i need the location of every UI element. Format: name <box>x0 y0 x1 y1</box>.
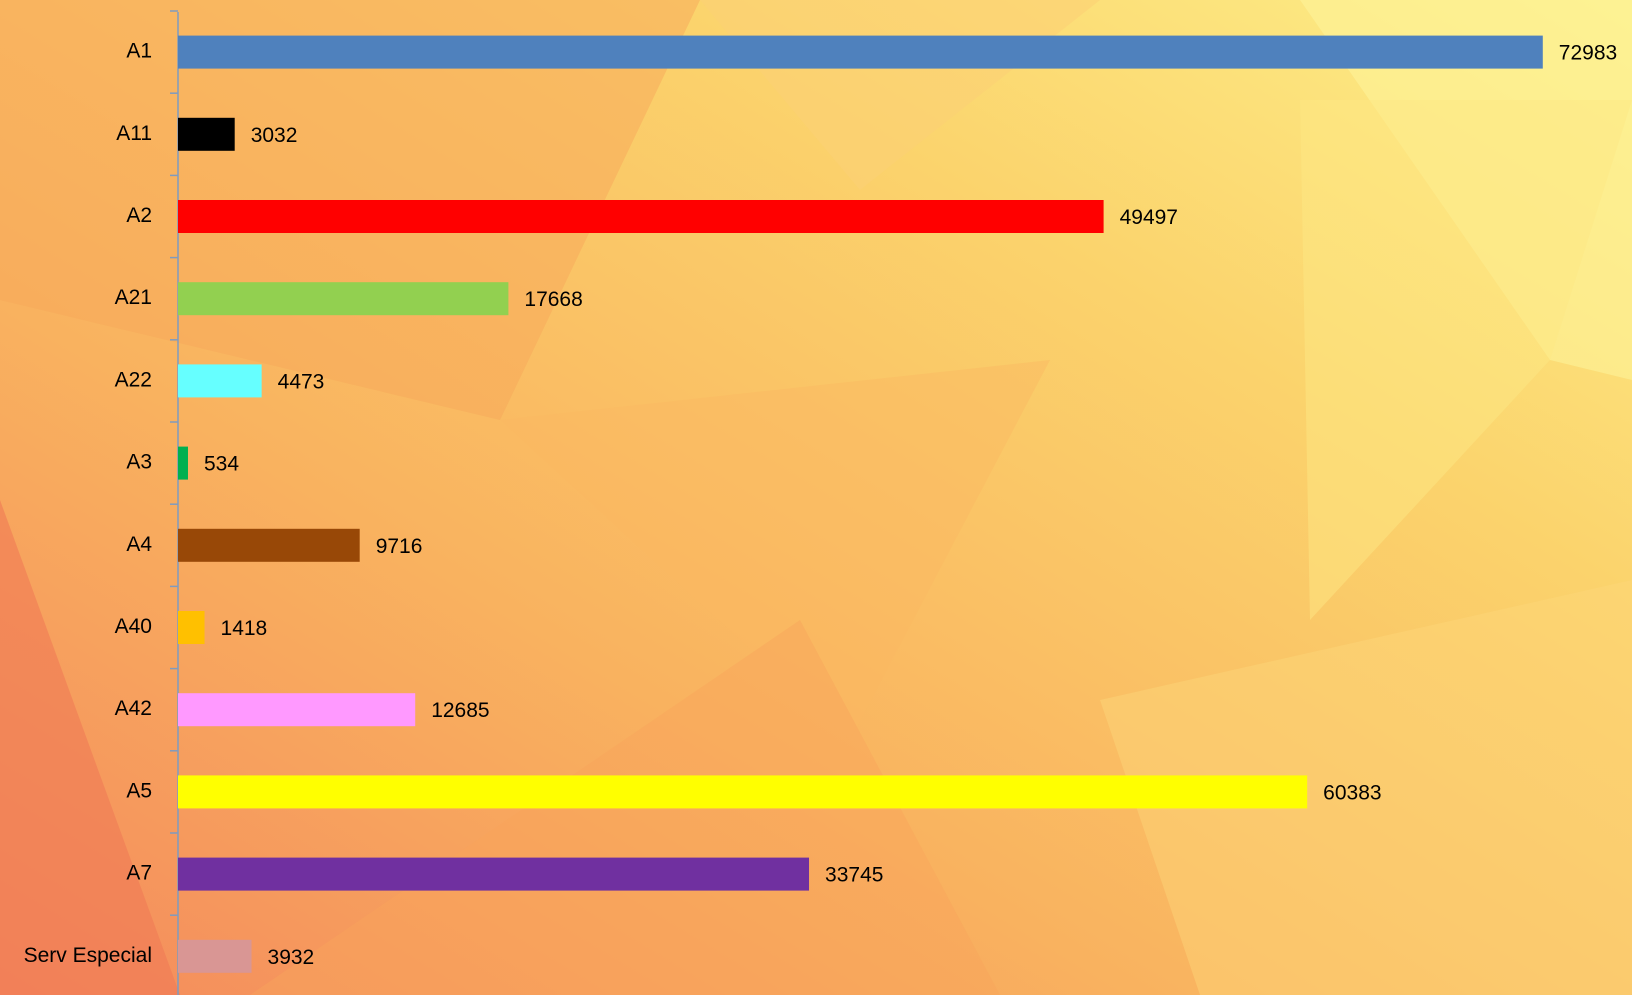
y-tick-label: A1 <box>126 40 152 63</box>
y-tick-label: A3 <box>126 451 152 474</box>
bar <box>178 528 360 562</box>
bar <box>178 446 188 480</box>
bar <box>178 693 416 727</box>
y-tick-label: A5 <box>126 779 152 802</box>
value-label: 72983 <box>1559 42 1617 65</box>
value-label: 17668 <box>524 288 582 311</box>
y-tick-label: A7 <box>126 862 152 885</box>
bar <box>178 775 1308 809</box>
bar <box>178 200 1104 233</box>
bar <box>178 117 235 151</box>
value-label: 60383 <box>1323 781 1381 804</box>
y-tick-label: A22 <box>115 368 152 391</box>
bar <box>178 35 1543 69</box>
value-label: 49497 <box>1120 206 1178 229</box>
value-label: 33745 <box>825 864 883 887</box>
bar <box>178 282 509 316</box>
y-tick-label: A4 <box>126 533 152 556</box>
y-tick-label: Serv Especial <box>24 944 152 967</box>
value-label: 12685 <box>431 699 489 722</box>
value-label: 534 <box>204 453 239 476</box>
y-tick-label: A40 <box>115 615 152 638</box>
y-tick-label: A11 <box>116 122 152 145</box>
bar <box>178 364 262 398</box>
value-label: 1418 <box>221 617 268 640</box>
y-tick-label: A21 <box>115 286 152 309</box>
value-label: 3932 <box>268 946 315 969</box>
value-label: 4473 <box>278 370 325 393</box>
bar <box>178 857 810 891</box>
bar <box>178 939 252 973</box>
value-label: 9716 <box>376 535 423 558</box>
value-label: 3032 <box>251 124 298 147</box>
y-tick-label: A2 <box>126 204 152 227</box>
bar <box>178 611 205 644</box>
y-tick-label: A42 <box>115 697 152 720</box>
